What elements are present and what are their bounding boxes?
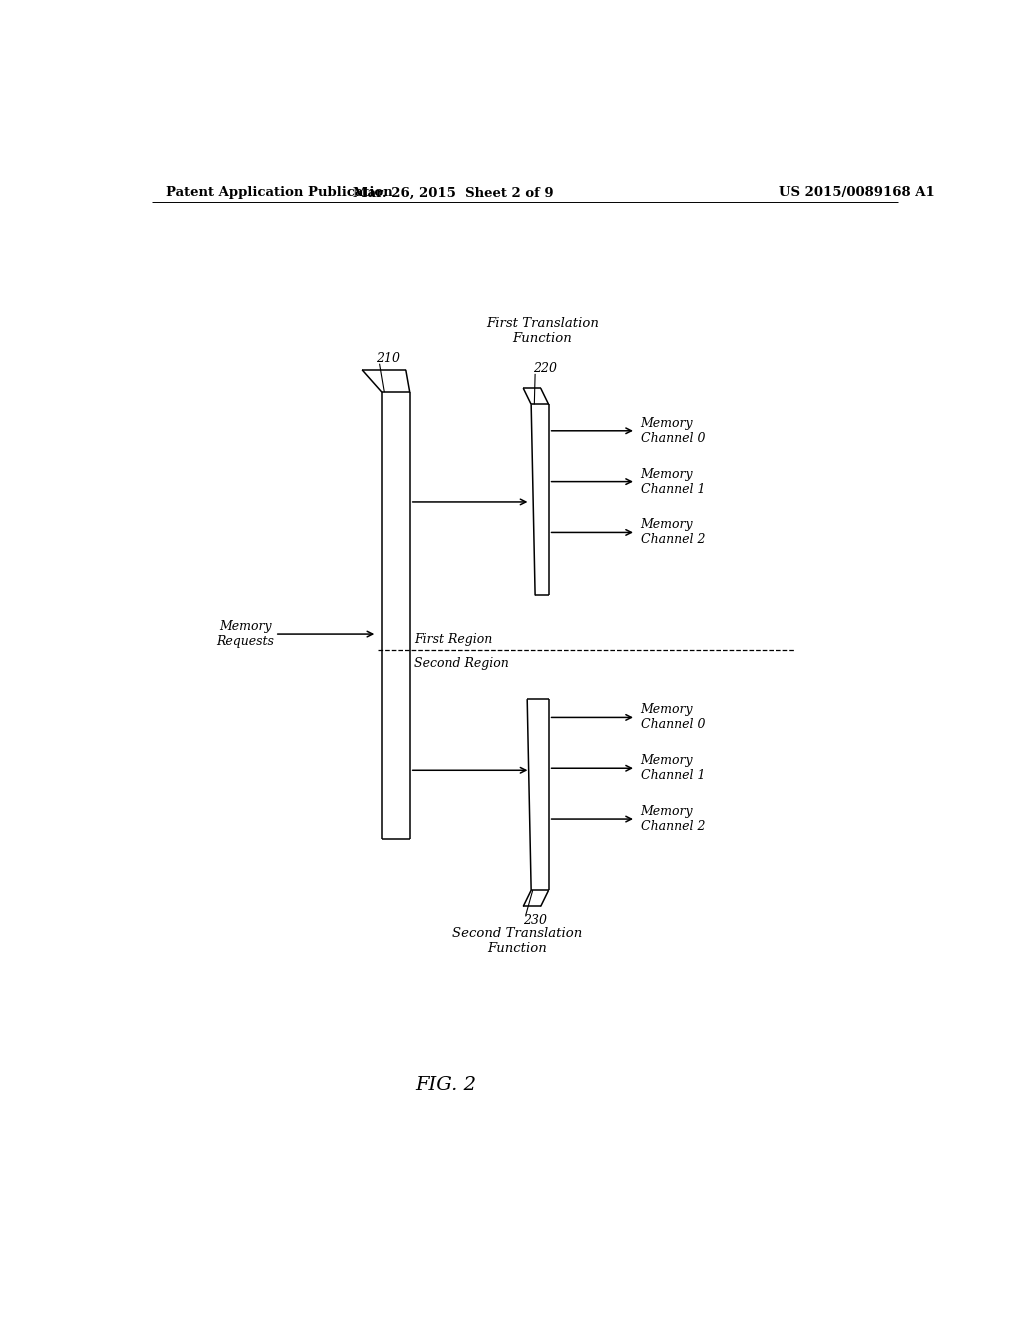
Text: First Region: First Region: [414, 632, 492, 645]
Text: Mar. 26, 2015  Sheet 2 of 9: Mar. 26, 2015 Sheet 2 of 9: [353, 186, 554, 199]
Text: Memory
Channel 1: Memory Channel 1: [641, 754, 706, 783]
Text: Second Translation
Function: Second Translation Function: [452, 927, 582, 956]
Text: 220: 220: [532, 362, 557, 375]
Text: Memory
Channel 2: Memory Channel 2: [641, 805, 706, 833]
Text: Memory
Requests: Memory Requests: [216, 620, 274, 648]
Text: Memory
Channel 1: Memory Channel 1: [641, 467, 706, 495]
Text: FIG. 2: FIG. 2: [415, 1076, 476, 1094]
Text: Memory
Channel 0: Memory Channel 0: [641, 704, 706, 731]
Text: Memory
Channel 2: Memory Channel 2: [641, 519, 706, 546]
Text: Memory
Channel 0: Memory Channel 0: [641, 417, 706, 445]
Text: First Translation
Function: First Translation Function: [485, 317, 599, 346]
Text: US 2015/0089168 A1: US 2015/0089168 A1: [778, 186, 935, 199]
Text: Second Region: Second Region: [414, 657, 509, 671]
Text: Patent Application Publication: Patent Application Publication: [166, 186, 393, 199]
Text: 230: 230: [523, 915, 547, 927]
Text: 210: 210: [376, 352, 399, 366]
